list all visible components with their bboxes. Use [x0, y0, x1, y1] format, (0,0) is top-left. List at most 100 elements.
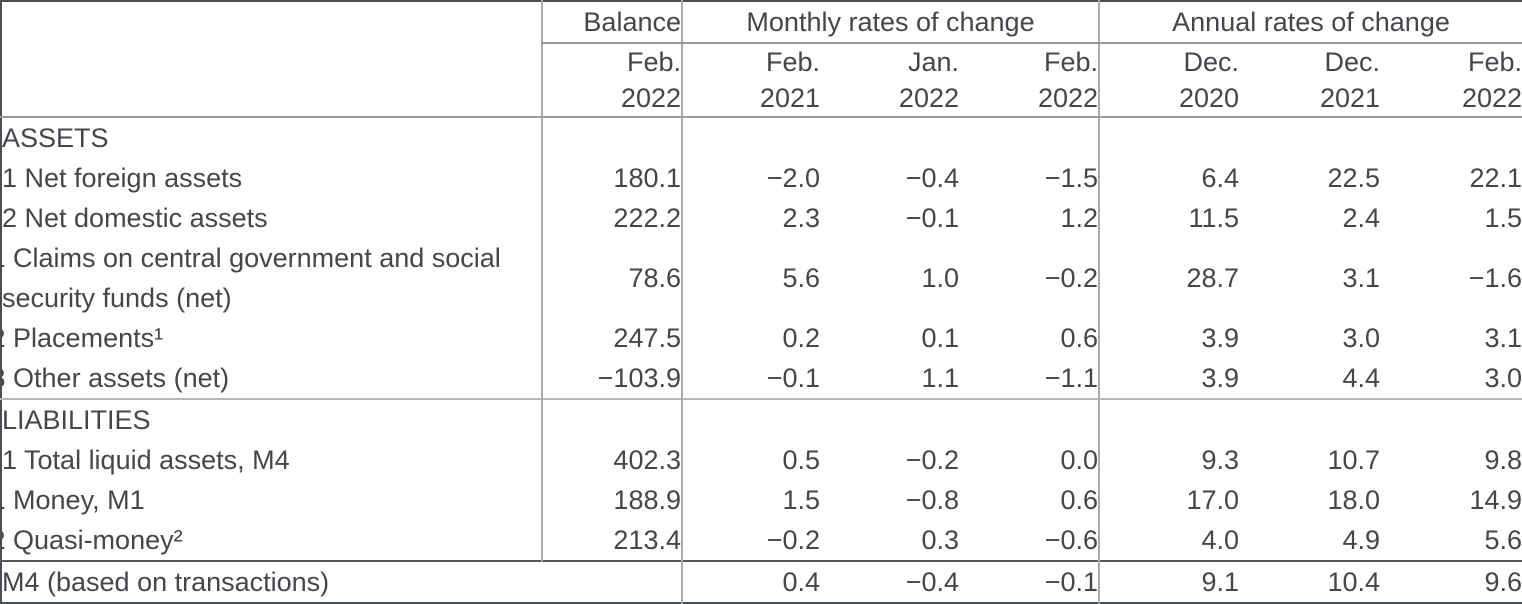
- table-cell: 1.2: [1060, 203, 1099, 233]
- table-row-money-m1: 1.1 Money, M1 188.9 1.5 −0.8 0.6 17.0 18…: [1, 480, 1522, 520]
- table-cell: 2.3: [681, 198, 820, 238]
- table-row-claims-on-central-government: 2.1 Claims on central government and soc…: [1, 238, 1522, 318]
- table-cell: −0.1: [681, 358, 820, 399]
- table-cell: 222.2: [541, 198, 682, 238]
- column-year: 2022: [898, 83, 959, 113]
- table-cell: −0.2: [1044, 263, 1099, 293]
- table-cell: 18.0: [1327, 485, 1381, 515]
- table-cell: 10.7: [1327, 445, 1381, 475]
- table-cell: 247.5: [541, 318, 682, 358]
- column-header-monthly-2: Jan. 2022: [820, 43, 959, 118]
- table-cell: 3.9: [1098, 358, 1240, 399]
- column-month: Feb.: [765, 47, 820, 77]
- section-label: ASSETS: [2, 123, 109, 153]
- row-label: M4 (based on transactions): [1, 560, 682, 603]
- table-cell: 17.0: [1098, 480, 1240, 520]
- table-cell: [1098, 117, 1240, 158]
- table-cell: 0.5: [681, 440, 820, 480]
- table-cell: [959, 117, 1099, 158]
- column-header-annual-3: Feb. 2022: [1380, 43, 1522, 118]
- table-row-net-foreign-assets: 1 Net foreign assets 180.1 −2.0 −0.4 −1.…: [1, 158, 1522, 198]
- table-cell: 14.9: [1469, 485, 1522, 515]
- table-cell: 28.7: [1098, 238, 1240, 318]
- table-cell: −0.1: [959, 560, 1100, 603]
- table-cell: [541, 117, 682, 158]
- table-cell: [1239, 117, 1380, 158]
- table-cell: [959, 398, 1100, 440]
- table-cell: 1.1: [921, 363, 959, 393]
- section-label: LIABILITIES: [1, 398, 542, 440]
- row-label: 1.2 Quasi-money²: [1, 525, 183, 555]
- table-cell: 22.5: [1327, 163, 1381, 193]
- table-cell: −0.2: [905, 445, 959, 475]
- table-cell: 0.2: [681, 318, 820, 358]
- table-cell: 3.0: [1342, 323, 1381, 353]
- row-label: 1 Total liquid assets, M4: [2, 445, 290, 475]
- table-row-m4-based-on-transactions: M4 (based on transactions) 0.4 −0.4 −0.1…: [1, 560, 1522, 603]
- table-cell: 0.4: [681, 560, 820, 603]
- table-cell: 402.3: [541, 440, 682, 480]
- column-year: 2022: [1037, 83, 1099, 113]
- table-cell: 9.3: [1098, 440, 1240, 480]
- table-cell: 2.4: [1342, 203, 1381, 233]
- table-cell: 213.4: [541, 520, 682, 561]
- table-cell: 5.6: [1484, 525, 1522, 555]
- row-label: 1.1 Money, M1: [1, 485, 145, 515]
- table-row-other-assets: 2.3 Other assets (net) −103.9 −0.1 1.1 −…: [1, 358, 1522, 399]
- column-month: Feb.: [1043, 47, 1099, 77]
- table-cell: −1.5: [1044, 163, 1099, 193]
- table-cell: −103.9: [541, 358, 682, 399]
- row-label: 2 Net domestic assets: [2, 203, 268, 233]
- table-cell: 3.9: [1098, 318, 1240, 358]
- table-cell: −2.0: [681, 158, 820, 198]
- table-cell: 4.9: [1342, 525, 1381, 555]
- column-month: Dec.: [1324, 47, 1381, 77]
- table-cell: 9.8: [1484, 445, 1522, 475]
- table-cell: [820, 117, 959, 158]
- table-cell: −0.4: [905, 163, 959, 193]
- table-cell: 11.5: [1098, 198, 1240, 238]
- table-cell: [820, 398, 959, 440]
- column-year: 2021: [759, 83, 820, 113]
- table-cell: 0.3: [921, 525, 959, 555]
- table-cell: −0.6: [1044, 525, 1099, 555]
- column-year: 2022: [620, 83, 681, 113]
- table-cell: [681, 398, 820, 440]
- table-cell: −0.2: [681, 520, 820, 561]
- table-cell: −0.1: [905, 203, 959, 233]
- table-cell: 9.6: [1380, 560, 1522, 603]
- table-cell: 188.9: [541, 480, 682, 520]
- row-label: 2.2 Placements¹: [1, 323, 164, 353]
- column-header-annual-1: Dec. 2020: [1098, 43, 1240, 118]
- table-cell: [1098, 398, 1240, 440]
- column-year: 2020: [1178, 83, 1240, 113]
- table-cell: 180.1: [541, 158, 682, 198]
- header-corner-cell: [1, 1, 542, 118]
- column-year: 2022: [1461, 83, 1522, 113]
- header-annual-group: Annual rates of change: [1098, 1, 1522, 44]
- table-cell: 0.1: [921, 323, 959, 353]
- table-cell: [541, 398, 682, 440]
- row-label: 2.1 Claims on central government and soc…: [1, 243, 501, 313]
- table-cell: 78.6: [541, 238, 682, 318]
- table-cell: 5.6: [681, 238, 820, 318]
- table-cell: 0.6: [1060, 485, 1099, 515]
- header-group-row: Balance Monthly rates of change Annual r…: [1, 1, 1522, 118]
- table-cell: −1.1: [1044, 363, 1099, 393]
- row-label: 1 Net foreign assets: [2, 163, 243, 193]
- table-cell: [1380, 398, 1522, 440]
- column-month: Feb.: [1467, 47, 1522, 77]
- table-cell: 1.0: [921, 263, 959, 293]
- column-header-monthly-3: Feb. 2022: [959, 43, 1100, 118]
- table-cell: 6.4: [1098, 158, 1240, 198]
- table-cell: 0.6: [1060, 323, 1099, 353]
- table-row-placements: 2.2 Placements¹ 247.5 0.2 0.1 0.6 3.9 3.…: [1, 318, 1522, 358]
- table-cell: 3.0: [1484, 363, 1522, 393]
- column-month: Dec.: [1183, 47, 1240, 77]
- table-row-quasi-money: 1.2 Quasi-money² 213.4 −0.2 0.3 −0.6 4.0…: [1, 520, 1522, 561]
- table-cell: 22.1: [1469, 163, 1522, 193]
- table-cell: 3.1: [1484, 323, 1522, 353]
- column-month: Feb.: [626, 47, 681, 77]
